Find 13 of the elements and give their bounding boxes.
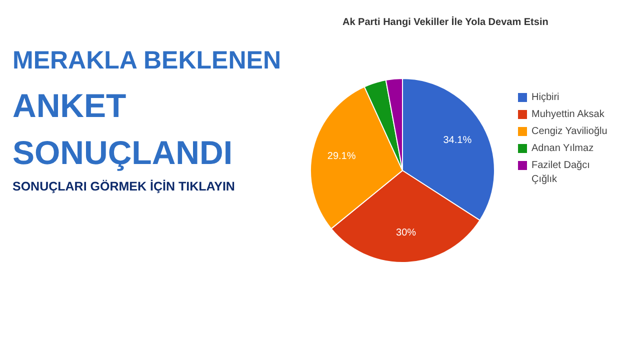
chart-title: Ak Parti Hangi Vekiller İle Yola Devam Etsin xyxy=(342,16,548,28)
text: SONUÇLARI GÖRMEK İÇİN TIKLAYIN xyxy=(12,180,235,194)
legend-label: Hiçbiri xyxy=(532,92,560,103)
legend-label: Adnan Yılmaz xyxy=(532,143,594,154)
text: SONUÇLANDI xyxy=(12,134,232,171)
text: MERAKLA BEKLENEN xyxy=(12,46,282,74)
legend-label: Cengiz Yavilioğlu xyxy=(532,126,608,137)
legend-label: Muhyettin Aksak xyxy=(532,109,606,120)
legend-label: Fazilet Dağcı Çığlık xyxy=(532,160,590,185)
text: ANKET xyxy=(12,87,126,124)
data-label: 34.1% xyxy=(443,135,472,146)
data-label: 29.1% xyxy=(327,150,356,162)
data-label: 30% xyxy=(396,227,416,238)
